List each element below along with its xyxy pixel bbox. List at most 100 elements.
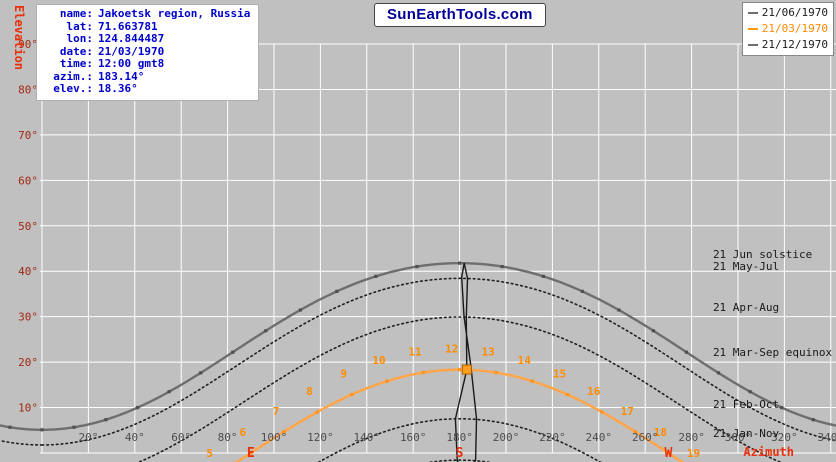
info-label: elev.: bbox=[53, 82, 93, 95]
cardinal-s-label: S bbox=[456, 446, 464, 461]
y-tick-label: 30° bbox=[18, 311, 38, 324]
solstice-hour-marker bbox=[748, 390, 752, 394]
curve-21-feb-oct bbox=[0, 419, 42, 462]
solstice-hour-marker bbox=[780, 405, 784, 410]
curve-annotation: 21 Jun solstice bbox=[713, 248, 812, 261]
legend: 21/06/1970 21/03/1970 21/12/1970 bbox=[741, 2, 834, 56]
x-tick-label: 280° bbox=[678, 431, 705, 444]
hour-label: 18 bbox=[654, 426, 667, 439]
info-label: time: bbox=[59, 57, 93, 70]
solstice-hour-marker bbox=[458, 261, 462, 265]
y-tick-label: 90° bbox=[18, 38, 38, 51]
solstice-hour-marker bbox=[72, 425, 76, 429]
info-label: date: bbox=[59, 44, 93, 58]
hour-label: 9 bbox=[340, 368, 347, 381]
solstice-hour-marker bbox=[811, 418, 815, 422]
hour-marker bbox=[666, 451, 671, 455]
x-tick-label: 100° bbox=[261, 431, 288, 444]
solstice-hour-marker bbox=[716, 371, 721, 375]
hour-marker bbox=[494, 370, 498, 375]
solstice-hour-marker bbox=[374, 274, 378, 278]
solstice-hour-marker bbox=[264, 329, 268, 333]
solstice-hour-marker bbox=[684, 350, 689, 354]
hour-marker bbox=[600, 410, 604, 414]
curve-21-apr-aug bbox=[0, 317, 42, 462]
analemma-curve bbox=[454, 262, 478, 462]
cardinal-e-label: E bbox=[247, 446, 255, 461]
hour-marker bbox=[249, 451, 253, 455]
hour-label: 8 bbox=[306, 385, 313, 398]
hour-label: 7 bbox=[273, 405, 280, 418]
info-row: lon: 124.844487 bbox=[41, 32, 250, 46]
legend-line-swatch bbox=[747, 44, 758, 46]
legend-item[interactable]: 21/03/1970 bbox=[747, 21, 828, 37]
info-value: 12:00 gmt8 bbox=[98, 57, 165, 70]
curve-annotation: 21 Jan-Nov bbox=[713, 427, 780, 440]
info-value: Jakoetsk region, Russia bbox=[98, 7, 251, 20]
x-tick-label: 200° bbox=[493, 431, 520, 444]
x-tick-label: 340° bbox=[818, 431, 836, 444]
x-tick-label: 260° bbox=[632, 431, 659, 444]
hour-marker bbox=[315, 410, 320, 414]
solstice-hour-marker bbox=[651, 329, 656, 333]
solstice-hour-marker bbox=[580, 289, 584, 293]
info-row: time: 12:00 gmt8 bbox=[41, 57, 250, 71]
x-tick-label: 140° bbox=[354, 431, 381, 444]
solstice-hour-marker bbox=[135, 405, 140, 410]
info-row: name: Jakoetsk region, Russia bbox=[41, 7, 251, 21]
hour-label: 15 bbox=[553, 368, 566, 381]
info-value: 18.36° bbox=[98, 82, 138, 95]
info-label: lat: bbox=[66, 19, 94, 33]
legend-label: 21/12/1970 bbox=[761, 38, 828, 51]
x-tick-label: 120° bbox=[307, 431, 334, 444]
hour-marker bbox=[530, 379, 534, 383]
hour-marker bbox=[385, 379, 389, 383]
x-tick-label: 60° bbox=[171, 431, 191, 444]
y-axis-title: Elevation bbox=[12, 5, 26, 70]
hour-marker bbox=[350, 392, 354, 397]
x-tick-label: 300° bbox=[725, 431, 752, 444]
info-box: name: Jakoetsk region, Russia lat: 71.66378… bbox=[36, 4, 260, 101]
legend-item[interactable]: 21/12/1970 bbox=[747, 37, 828, 53]
cardinal-w-label: W bbox=[664, 446, 672, 461]
info-row: azim.: 183.14° bbox=[41, 70, 250, 84]
y-tick-label: 60° bbox=[18, 174, 38, 187]
legend-line-swatch bbox=[747, 28, 758, 30]
curve-21-apr-aug bbox=[137, 316, 783, 462]
hour-label: 16 bbox=[587, 385, 601, 398]
info-value: 124.844487 bbox=[98, 32, 165, 45]
legend-label: 21/03/1970 bbox=[761, 22, 828, 35]
hour-label: 19 bbox=[687, 447, 700, 460]
grid bbox=[40, 43, 836, 454]
hour-marker bbox=[421, 370, 425, 375]
hour-label: 12 bbox=[445, 343, 458, 356]
info-value: 71.663781 bbox=[98, 19, 158, 33]
curve-annotation: 21 May-Jul bbox=[713, 260, 779, 273]
x-tick-label: 20° bbox=[78, 431, 98, 444]
info-label: lon: bbox=[66, 32, 94, 45]
curve-21-mar-sep-equinox bbox=[234, 368, 685, 462]
solstice-hour-marker bbox=[199, 371, 203, 375]
legend-item[interactable]: 21/06/1970 bbox=[747, 5, 828, 21]
solstice-hour-marker bbox=[500, 264, 504, 269]
solstice-hour-marker bbox=[415, 264, 419, 269]
site-title-link[interactable]: SunEarthTools.com bbox=[374, 3, 546, 27]
hour-marker bbox=[633, 430, 637, 434]
y-tick-label: 70° bbox=[18, 129, 38, 142]
info-row: date: 21/03/1970 bbox=[41, 44, 250, 59]
solstice-hour-marker bbox=[335, 289, 339, 293]
y-tick-label: 80° bbox=[18, 83, 38, 96]
hour-marker bbox=[457, 367, 462, 372]
curve-annotation: 21 Apr-Aug bbox=[713, 301, 779, 314]
x-tick-label: 320° bbox=[771, 431, 798, 444]
current-sun-marker bbox=[461, 364, 472, 375]
y-tick-label: 10° bbox=[18, 402, 38, 415]
solstice-hour-marker bbox=[167, 390, 171, 394]
solstice-hour-marker bbox=[8, 425, 12, 429]
hour-label: 5 bbox=[206, 447, 213, 460]
hour-label: 11 bbox=[408, 346, 422, 359]
curve-annotation: 21 Feb-Oct bbox=[713, 398, 779, 411]
info-value: 21/03/1970 bbox=[98, 44, 165, 58]
hour-label: 14 bbox=[518, 354, 532, 367]
